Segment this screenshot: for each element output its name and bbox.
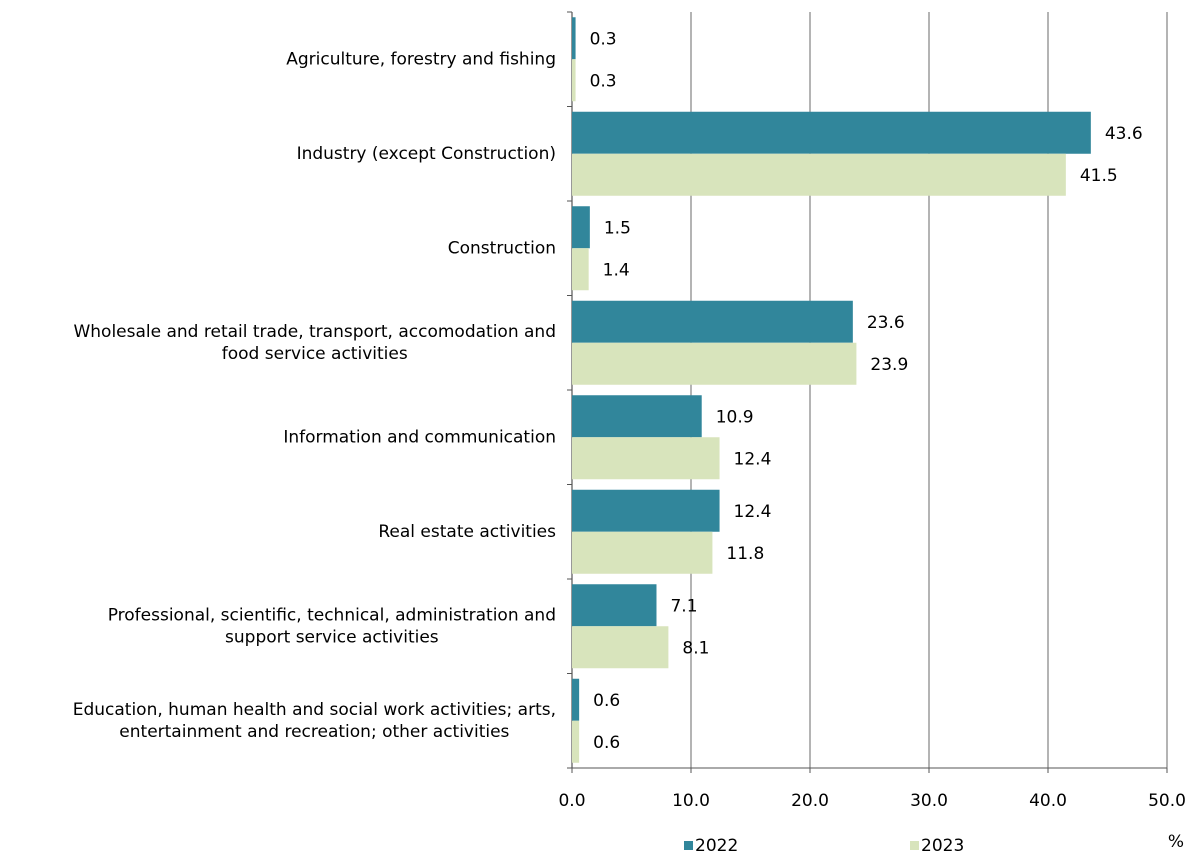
value-label: 23.9 [870,355,908,375]
legend-label: 2023 [921,836,964,854]
bar [572,489,720,532]
y-tick-label: Agriculture, forestry and fishing [286,49,556,69]
bar [572,248,589,291]
bar [572,111,1091,154]
legend-label: 2022 [695,836,738,854]
value-label: 41.5 [1080,166,1118,186]
bar [572,437,720,480]
y-tick-label: Information and communication [283,427,556,447]
bar [572,59,576,102]
value-label: 1.5 [604,218,631,238]
x-axis-label: % [1168,832,1184,852]
bar [572,153,1066,196]
y-tick-label: Real estate activities [378,522,556,542]
x-tick-label: 0.0 [558,791,585,811]
bar [572,300,853,343]
value-label: 12.4 [734,449,772,469]
bar [572,395,702,438]
y-tick-label: Education, human health and social work … [73,700,556,742]
y-tick-label: Construction [448,238,556,258]
value-label: 43.6 [1105,124,1143,144]
bar [572,531,713,574]
value-label: 11.8 [726,544,764,564]
bar [572,342,857,385]
bar [572,584,657,627]
value-label: 0.6 [593,691,620,711]
legend-swatch [910,841,919,850]
bar [572,720,580,763]
value-label: 23.6 [867,313,905,333]
bar [572,678,580,721]
legend-swatch [684,841,693,850]
x-tick-label: 50.0 [1148,791,1186,811]
x-tick-label: 10.0 [672,791,710,811]
value-label: 1.4 [603,260,630,280]
bar [572,206,590,249]
value-label: 0.3 [590,29,617,49]
bar [572,17,576,60]
y-tick-label: Industry (except Construction) [297,144,556,164]
x-tick-label: 20.0 [791,791,829,811]
x-tick-label: 40.0 [1029,791,1067,811]
x-tick-label: 30.0 [910,791,948,811]
y-tick-label: Wholesale and retail trade, transport, a… [73,322,556,364]
bar [572,626,669,669]
y-tick-label: Professional, scientific, technical, adm… [108,605,556,647]
value-label: 10.9 [716,407,754,427]
value-label: 7.1 [670,596,697,616]
value-label: 12.4 [734,502,772,522]
value-label: 8.1 [682,638,709,658]
value-label: 0.6 [593,733,620,753]
value-label: 0.3 [590,71,617,91]
